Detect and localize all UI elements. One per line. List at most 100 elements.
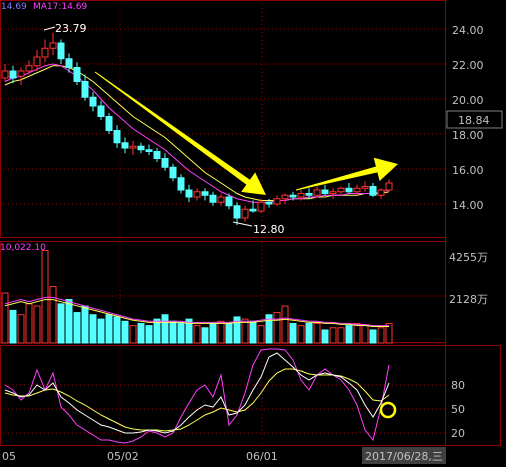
volume-tick-high: 4255万 xyxy=(449,251,488,264)
volume-bar xyxy=(9,309,17,344)
candle-body xyxy=(33,56,41,67)
volume-bar xyxy=(113,316,121,344)
cursor-date-box xyxy=(362,447,446,464)
candle-body xyxy=(281,194,289,200)
volume-bar xyxy=(329,327,337,344)
volume-bar xyxy=(265,314,273,344)
candle-body xyxy=(73,67,81,82)
candle-body xyxy=(97,105,105,117)
volume-bar xyxy=(361,325,369,344)
volume-bar xyxy=(273,312,281,344)
kdj-k-line xyxy=(4,352,390,434)
volume-ma-line xyxy=(4,296,389,327)
candle-body xyxy=(377,189,385,196)
candle-body xyxy=(137,145,145,151)
candle-body xyxy=(65,58,73,68)
volume-bar xyxy=(345,325,353,344)
up-trend-arrow xyxy=(295,157,398,191)
indicator-tick-50: 50 xyxy=(451,403,465,416)
volume-bar xyxy=(281,305,289,344)
volume-bar xyxy=(257,325,265,344)
candle-body xyxy=(353,187,361,193)
candle-body xyxy=(297,193,305,198)
candle-body xyxy=(177,177,185,191)
volume-ma-label: 10,022.10 xyxy=(0,243,46,253)
volume-bar xyxy=(17,314,25,344)
volume-bar xyxy=(305,322,313,344)
volume-bar xyxy=(129,325,137,344)
volume-bar xyxy=(289,322,297,344)
candle-body xyxy=(289,194,297,198)
volume-bar xyxy=(377,327,385,344)
volume-bar xyxy=(169,320,177,344)
candle-body xyxy=(1,70,9,79)
volume-bar xyxy=(177,322,185,344)
candle-body xyxy=(9,70,17,79)
down-trend-arrow xyxy=(94,71,266,195)
candle-body xyxy=(129,145,137,149)
volume-bar xyxy=(33,305,41,344)
kdj-d-line xyxy=(4,368,390,432)
candle-body xyxy=(369,186,377,196)
volume-bar xyxy=(121,320,129,344)
low-leader-line xyxy=(232,221,253,227)
volume-bar xyxy=(1,292,9,344)
volume-bar xyxy=(161,314,169,344)
price-tick-20: 20.00 xyxy=(452,94,484,107)
candle-body xyxy=(57,42,65,60)
volume-bar xyxy=(145,325,153,344)
candle-body xyxy=(17,70,25,77)
volume-bar xyxy=(81,305,89,344)
candle-body xyxy=(201,191,209,196)
price-tick-14: 14.00 xyxy=(452,199,484,212)
candle-body xyxy=(385,182,393,191)
candle-body xyxy=(41,47,49,58)
x-tick-0601: 06/01 xyxy=(246,450,278,463)
indicator-tick-20: 20 xyxy=(451,427,465,440)
volume-bar xyxy=(41,250,49,344)
candle-body xyxy=(305,193,313,196)
price-tick-24: 24.00 xyxy=(452,24,484,37)
volume-bar xyxy=(49,285,57,344)
candle-body xyxy=(345,187,353,193)
candle-body xyxy=(273,198,281,205)
volume-bar xyxy=(153,318,161,344)
high-leader-line xyxy=(43,26,56,31)
volume-bar xyxy=(97,318,105,344)
candle-body xyxy=(265,201,273,205)
candle-body xyxy=(249,208,257,212)
candle-body xyxy=(89,96,97,107)
current-price-label: 18.84 xyxy=(458,114,490,127)
candle-body xyxy=(225,196,233,207)
high-label: 23.79 xyxy=(55,22,87,35)
candle-body xyxy=(25,65,33,72)
volume-bar xyxy=(225,322,233,344)
x-tick-05: 05 xyxy=(2,450,16,463)
candle-body xyxy=(81,81,89,98)
volume-bar xyxy=(201,327,209,344)
indicator-panel-frame xyxy=(0,345,501,446)
volume-bar xyxy=(217,320,225,344)
ma17-label: MA17:14.69 xyxy=(33,2,87,12)
indicator-highlight-circle xyxy=(379,401,397,419)
volume-bar xyxy=(89,314,97,344)
volume-bar xyxy=(337,327,345,344)
volume-bar xyxy=(369,329,377,344)
low-label: 12.80 xyxy=(253,223,285,236)
candle-body xyxy=(105,116,113,131)
volume-bar xyxy=(25,303,33,344)
x-tick-0502: 05/02 xyxy=(107,450,139,463)
candle-body xyxy=(185,189,193,198)
candle-body xyxy=(169,166,177,179)
volume-bar xyxy=(65,299,73,344)
candle-body xyxy=(121,142,129,149)
indicator-tick-80: 80 xyxy=(451,379,465,392)
candle-body xyxy=(217,196,225,203)
volume-bar xyxy=(73,312,81,344)
volume-bar xyxy=(185,318,193,344)
volume-bar xyxy=(297,325,305,344)
kdj-j-line xyxy=(4,348,390,444)
current-price-box xyxy=(446,110,503,129)
volume-bar xyxy=(233,316,241,344)
